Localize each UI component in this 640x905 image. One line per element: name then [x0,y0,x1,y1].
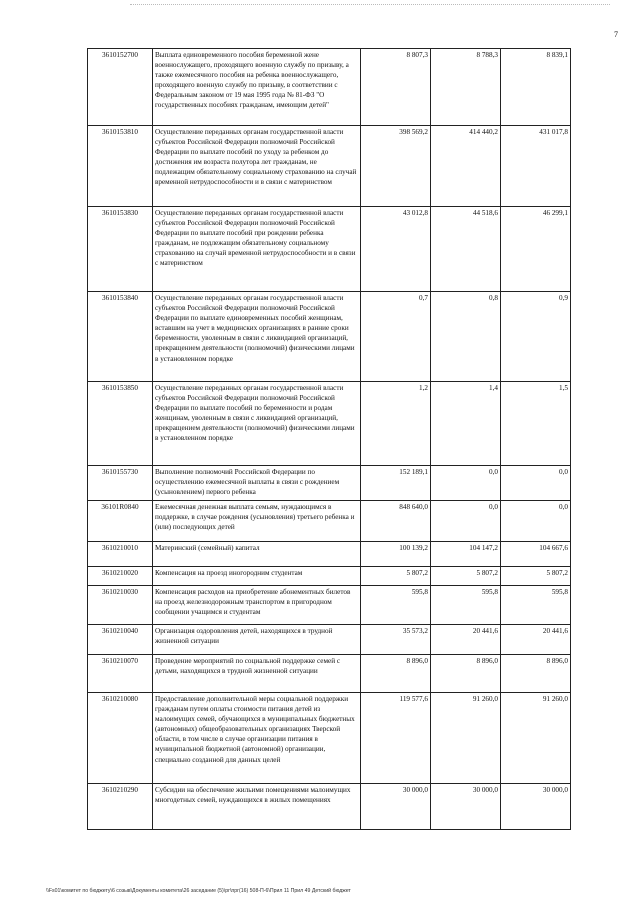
row-value-3: 0,0 [500,500,571,542]
row-code: 3610153810 [87,125,153,207]
row-code: 3610210080 [87,692,153,784]
row-code: 3610155730 [87,465,153,501]
row-value-2: 91 260,0 [430,692,501,784]
row-value-1: 848 640,0 [360,500,431,542]
row-value-2: 0,8 [430,291,501,382]
row-description: Субсидии на обеспечение жильими помещени… [152,783,361,830]
table-row: 3610155730 Выполнение полномочий Российск… [87,465,571,501]
row-description: Компенсация на проезд иногородним студен… [152,566,361,586]
row-code: 3610210290 [87,783,153,830]
row-value-3: 0,0 [500,465,571,501]
row-value-3: 8 839,1 [500,48,571,126]
row-value-2: 0,0 [430,500,501,542]
row-value-1: 8 896,0 [360,654,431,693]
row-description: Выполнение полномочий Российской Федерац… [152,465,361,501]
table-row: 3610210040 Организация оздоровления детей… [87,624,571,655]
row-value-1: 35 573,2 [360,624,431,655]
row-value-1: 119 577,6 [360,692,431,784]
row-value-2: 8 896,0 [430,654,501,693]
table-row: 3610153830 Осуществление переданных орган… [87,206,571,292]
row-value-1: 8 807,3 [360,48,431,126]
row-value-2: 595,8 [430,585,501,625]
table-row: 3610210030 Компенсация расходов на приобр… [87,585,571,625]
row-value-2: 104 147,2 [430,541,501,567]
row-value-3: 8 896,0 [500,654,571,693]
row-value-1: 595,8 [360,585,431,625]
table-row: 3610152700 Выплата единовременного пособи… [87,48,571,126]
row-code: 3610210040 [87,624,153,655]
row-value-1: 43 012,8 [360,206,431,292]
row-value-3: 30 000,0 [500,783,571,830]
row-description: Осуществление переданных органам государ… [152,381,361,466]
row-value-2: 1,4 [430,381,501,466]
row-value-3: 0,9 [500,291,571,382]
row-value-2: 0,0 [430,465,501,501]
table-row: 3610210070 Проведение мероприятий по соци… [87,654,571,693]
row-code: 3610210010 [87,541,153,567]
row-value-2: 8 788,3 [430,48,501,126]
row-code: 36101R0840 [87,500,153,542]
row-description: Организация оздоровления детей, находящи… [152,624,361,655]
table-row: 36101R0840 Ежемесячная денежная выплата с… [87,500,571,542]
row-description: Компенсация расходов на приобретение або… [152,585,361,625]
row-value-2: 414 440,2 [430,125,501,207]
row-value-1: 0,7 [360,291,431,382]
row-value-3: 5 807,2 [500,566,571,586]
table-row: 3610153810 Осуществление переданных орган… [87,125,571,207]
row-value-1: 398 569,2 [360,125,431,207]
row-description: Ежемесячная денежная выплата семьям, нуж… [152,500,361,542]
row-code: 3610153840 [87,291,153,382]
row-value-1: 152 189,1 [360,465,431,501]
row-value-3: 91 260,0 [500,692,571,784]
scan-artifact-line [130,4,610,6]
row-description: Осуществление переданных органам государ… [152,125,361,207]
row-description: Выплата единовременного пособия беременн… [152,48,361,126]
row-value-3: 595,8 [500,585,571,625]
row-value-3: 104 667,6 [500,541,571,567]
table-row: 3610210290 Субсидии на обеспечение жильим… [87,783,571,830]
row-code: 3610210070 [87,654,153,693]
budget-table: 3610152700 Выплата единовременного пособи… [87,48,571,830]
row-description: Осуществление переданных органам государ… [152,206,361,292]
table-row: 3610153840 Осуществление переданных орган… [87,291,571,382]
table-row: 3610210080 Предоставление дополнительной … [87,692,571,784]
page-number: 7 [614,30,618,39]
row-value-3: 20 441,6 [500,624,571,655]
row-code: 3610210020 [87,566,153,586]
table-row: 3610153850 Осуществление переданных орган… [87,381,571,466]
row-description: Материнский (семейный) капитал [152,541,361,567]
row-value-1: 5 807,2 [360,566,431,586]
row-code: 3610210030 [87,585,153,625]
table-row: 3610210020 Компенсация на проезд иногород… [87,566,571,586]
row-description: Предоставление дополнительной меры социа… [152,692,361,784]
row-value-2: 5 807,2 [430,566,501,586]
row-code: 3610152700 [87,48,153,126]
footer-file-path: \\Fs01\комитет по бюджету\6 созыв\Докуме… [46,888,351,894]
row-description: Проведение мероприятий по социальной под… [152,654,361,693]
row-value-2: 30 000,0 [430,783,501,830]
row-description: Осуществление переданных органам государ… [152,291,361,382]
row-value-3: 1,5 [500,381,571,466]
row-code: 3610153850 [87,381,153,466]
row-value-1: 30 000,0 [360,783,431,830]
row-value-1: 100 139,2 [360,541,431,567]
row-value-2: 44 518,6 [430,206,501,292]
row-value-3: 431 017,8 [500,125,571,207]
table-row: 3610210010 Материнский (семейный) капитал… [87,541,571,567]
row-value-3: 46 299,1 [500,206,571,292]
row-code: 3610153830 [87,206,153,292]
row-value-2: 20 441,6 [430,624,501,655]
row-value-1: 1,2 [360,381,431,466]
